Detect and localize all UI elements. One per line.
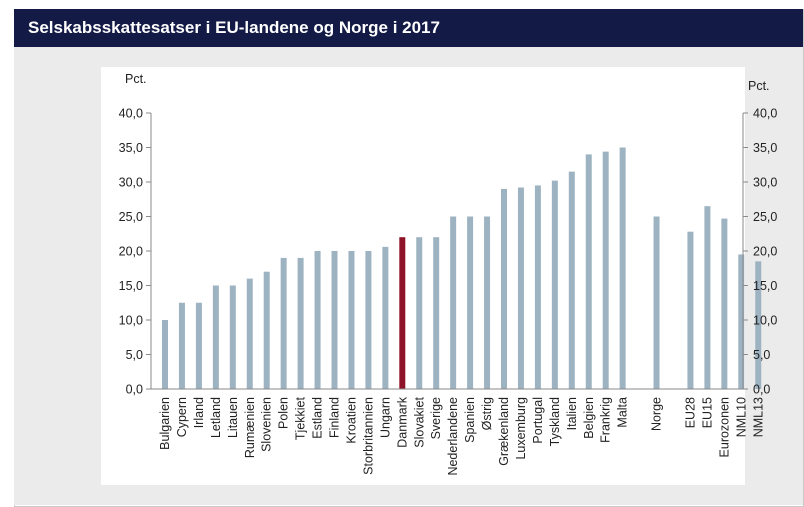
y-tick-label-right: 40,0 bbox=[753, 107, 777, 121]
plot-area bbox=[101, 67, 745, 485]
bar-norge bbox=[653, 216, 660, 389]
category-label: Storbritannien bbox=[361, 397, 375, 475]
category-label: Letland bbox=[209, 397, 223, 438]
category-label: Bulgarien bbox=[158, 397, 172, 450]
category-label: Kroatien bbox=[344, 397, 358, 444]
y-tick-label-left: 25,0 bbox=[119, 210, 143, 224]
bar-nml10 bbox=[738, 254, 745, 389]
bar-finland bbox=[331, 251, 338, 389]
category-label: Belgien bbox=[582, 397, 596, 439]
category-label: Tjekkiet bbox=[294, 396, 308, 440]
y-tick-label-left: 40,0 bbox=[119, 107, 143, 121]
category-label: Polen bbox=[277, 397, 291, 429]
bar-østrig bbox=[484, 216, 491, 389]
bar-storbritannien bbox=[365, 251, 372, 389]
bar-grækenland bbox=[501, 188, 507, 389]
y-tick-label-right: 25,0 bbox=[753, 210, 777, 224]
category-label: Slovakiet bbox=[412, 396, 426, 447]
bar-slovenien bbox=[263, 271, 270, 389]
category-label: Luxemburg bbox=[514, 397, 528, 460]
y-tick-label-left: 5,0 bbox=[126, 348, 143, 362]
bar-nederlandene bbox=[450, 216, 457, 389]
category-label: Irland bbox=[192, 397, 206, 428]
category-label: Grækenland bbox=[497, 397, 511, 466]
bar-rumænien bbox=[246, 278, 253, 389]
y-tick-label-right: 15,0 bbox=[753, 279, 777, 293]
axes: 0,0 0,0 5,0 5,0 10,0 10,0 15,0 15,0 20,0 20,0 25,0… bbox=[119, 107, 778, 397]
bar-irland bbox=[195, 302, 202, 389]
y-tick-label-left: 35,0 bbox=[119, 141, 143, 155]
y-axis-unit-right: Pct. bbox=[748, 79, 770, 93]
bars bbox=[162, 147, 762, 389]
category-label: EU15 bbox=[700, 397, 714, 428]
category-label: EU28 bbox=[683, 397, 697, 428]
category-label: Finland bbox=[328, 397, 342, 438]
y-tick-label-right: 20,0 bbox=[753, 245, 777, 259]
y-tick-label-right: 10,0 bbox=[753, 314, 777, 328]
y-tick-label-right: 30,0 bbox=[753, 176, 777, 190]
category-labels: Bulgarien Cypern Irland Letland Litauen Rumæn… bbox=[158, 396, 765, 475]
y-tick-label-right: 0,0 bbox=[753, 383, 770, 397]
bar-tyskland bbox=[551, 180, 558, 389]
bar-litauen bbox=[229, 285, 236, 389]
chart-panel: 0,0 0,0 5,0 5,0 10,0 10,0 15,0 15,0 20,0 20,0 25,0… bbox=[14, 47, 803, 505]
category-label: Rumænien bbox=[243, 397, 257, 458]
category-label: Østrig bbox=[480, 397, 494, 430]
bar-tjekkiet bbox=[297, 257, 304, 389]
y-tick-label-left: 0,0 bbox=[126, 383, 143, 397]
category-label: Malta bbox=[616, 397, 630, 428]
bar-eurozonen bbox=[721, 218, 728, 389]
bar-kroatien bbox=[348, 251, 355, 389]
bar-malta bbox=[619, 147, 626, 389]
category-label: Eurozonen bbox=[717, 397, 731, 458]
category-label: Sverige bbox=[429, 397, 443, 439]
y-axis-unit-left: Pct. bbox=[125, 72, 147, 86]
category-label: Portugal bbox=[531, 397, 545, 444]
bar-spanien bbox=[467, 216, 474, 389]
y-tick-label-left: 20,0 bbox=[119, 245, 143, 259]
bar-belgien bbox=[585, 154, 592, 389]
bar-bulgarien bbox=[162, 320, 168, 389]
category-label: Frankrig bbox=[599, 397, 613, 443]
category-label: NML10 bbox=[734, 397, 748, 437]
bar-estland bbox=[314, 251, 321, 389]
category-label: Slovenien bbox=[260, 397, 274, 452]
bar-luxemburg bbox=[517, 187, 524, 389]
category-label: Cypern bbox=[175, 397, 189, 437]
chart-title: Selskabsskattesatser i EU-landene og Nor… bbox=[14, 9, 803, 47]
y-tick-label-left: 15,0 bbox=[119, 279, 143, 293]
category-label: Ungarn bbox=[378, 397, 392, 438]
bar-eu15 bbox=[704, 206, 711, 389]
y-tick-label-right: 5,0 bbox=[753, 348, 770, 362]
category-label: Danmark bbox=[395, 396, 409, 447]
category-label: Spanien bbox=[463, 397, 477, 443]
bar-chart: 0,0 0,0 5,0 5,0 10,0 10,0 15,0 15,0 20,0 20,0 25,0… bbox=[101, 67, 778, 485]
category-label: Norge bbox=[650, 397, 664, 431]
y-tick-label-right: 35,0 bbox=[753, 141, 777, 155]
category-label: Estland bbox=[311, 397, 325, 439]
y-tick-label-left: 10,0 bbox=[119, 314, 143, 328]
bar-italien bbox=[568, 171, 575, 389]
bar-sverige bbox=[433, 237, 440, 389]
bar-danmark bbox=[399, 237, 406, 389]
category-label: Italien bbox=[565, 397, 579, 430]
bar-frankrig bbox=[602, 151, 609, 389]
bar-portugal bbox=[534, 185, 541, 389]
bar-ungarn bbox=[382, 246, 389, 389]
bar-slovakiet bbox=[416, 237, 423, 389]
bar-nml13 bbox=[755, 261, 762, 389]
category-label: Tyskland bbox=[548, 397, 562, 446]
y-tick-label-left: 30,0 bbox=[119, 176, 143, 190]
bar-cypern bbox=[178, 302, 185, 389]
bar-letland bbox=[212, 285, 219, 389]
category-label: Litauen bbox=[226, 397, 240, 438]
category-label: Nederlandene bbox=[446, 397, 460, 476]
category-label: NML13 bbox=[751, 397, 765, 437]
bar-eu28 bbox=[687, 231, 694, 389]
bar-polen bbox=[280, 257, 287, 389]
